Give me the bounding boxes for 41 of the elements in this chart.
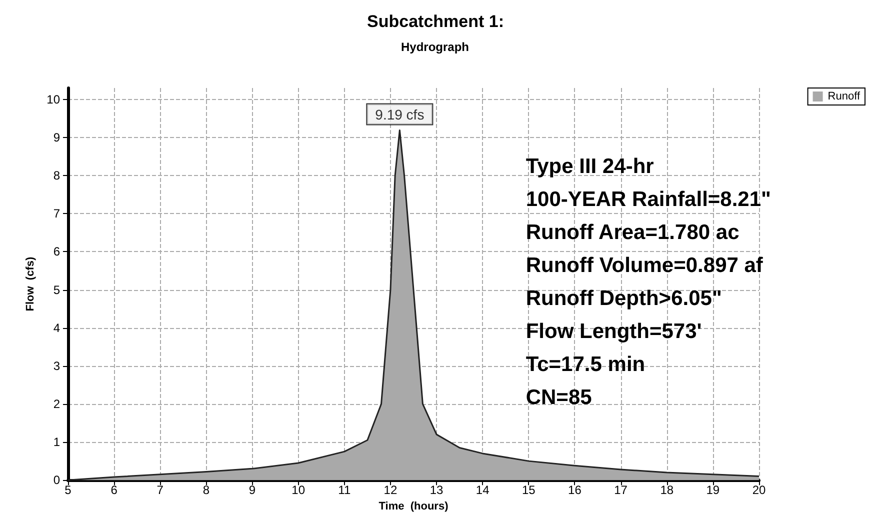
x-tick-label: 5 <box>64 483 72 498</box>
x-tick-label: 11 <box>338 483 351 498</box>
x-tick-label: 8 <box>202 483 210 498</box>
x-tick-label: 6 <box>110 483 118 498</box>
legend-label: Runoff <box>828 90 861 102</box>
x-tick-label: 16 <box>568 483 582 498</box>
x-tick-label: 15 <box>522 483 536 498</box>
y-tick-label: 5 <box>53 282 60 297</box>
x-axis-title: Time (hours) <box>378 500 449 512</box>
annotation: Runoff Volume=0.897 af <box>526 254 764 277</box>
chart-title: Subcatchment 1: <box>367 12 504 31</box>
annotation: Type III 24-hr <box>526 155 654 178</box>
x-tick-label: 10 <box>292 483 306 498</box>
y-tick-label: 2 <box>53 396 60 411</box>
y-tick-label: 0 <box>53 473 60 488</box>
y-tick-label: 8 <box>53 168 60 183</box>
annotation: Flow Length=573' <box>526 320 702 343</box>
annotation: Tc=17.5 min <box>526 353 646 376</box>
chart-subtitle: Hydrograph <box>400 40 470 54</box>
y-tick-label: 9 <box>53 130 60 144</box>
y-tick-label: 4 <box>53 320 60 335</box>
x-tick-label: 7 <box>156 483 164 498</box>
annotation: Runoff Area=1.780 ac <box>526 221 740 244</box>
annotation: 9.19 cfs <box>375 106 424 122</box>
y-tick-label: 1 <box>53 435 60 450</box>
y-tick-label: 6 <box>53 244 60 259</box>
x-tick-label: 17 <box>614 483 628 498</box>
x-tick-label: 19 <box>706 483 720 498</box>
x-tick-label: 18 <box>660 483 674 498</box>
x-tick-label: 13 <box>430 483 444 498</box>
x-tick-label: 12 <box>384 483 398 498</box>
x-tick-label: 20 <box>752 483 766 498</box>
annotation: CN=85 <box>526 386 592 409</box>
x-tick-label: 9 <box>248 483 256 498</box>
y-tick-label: 3 <box>53 358 60 373</box>
y-tick-label: 7 <box>53 206 60 221</box>
x-tick-label: 14 <box>476 483 490 498</box>
y-tick-label: 10 <box>46 92 60 106</box>
annotation: 100-YEAR Rainfall=8.21" <box>526 188 772 211</box>
annotation: Runoff Depth>6.05" <box>526 287 722 310</box>
y-axis-title: Flow (cfs) <box>24 256 36 312</box>
